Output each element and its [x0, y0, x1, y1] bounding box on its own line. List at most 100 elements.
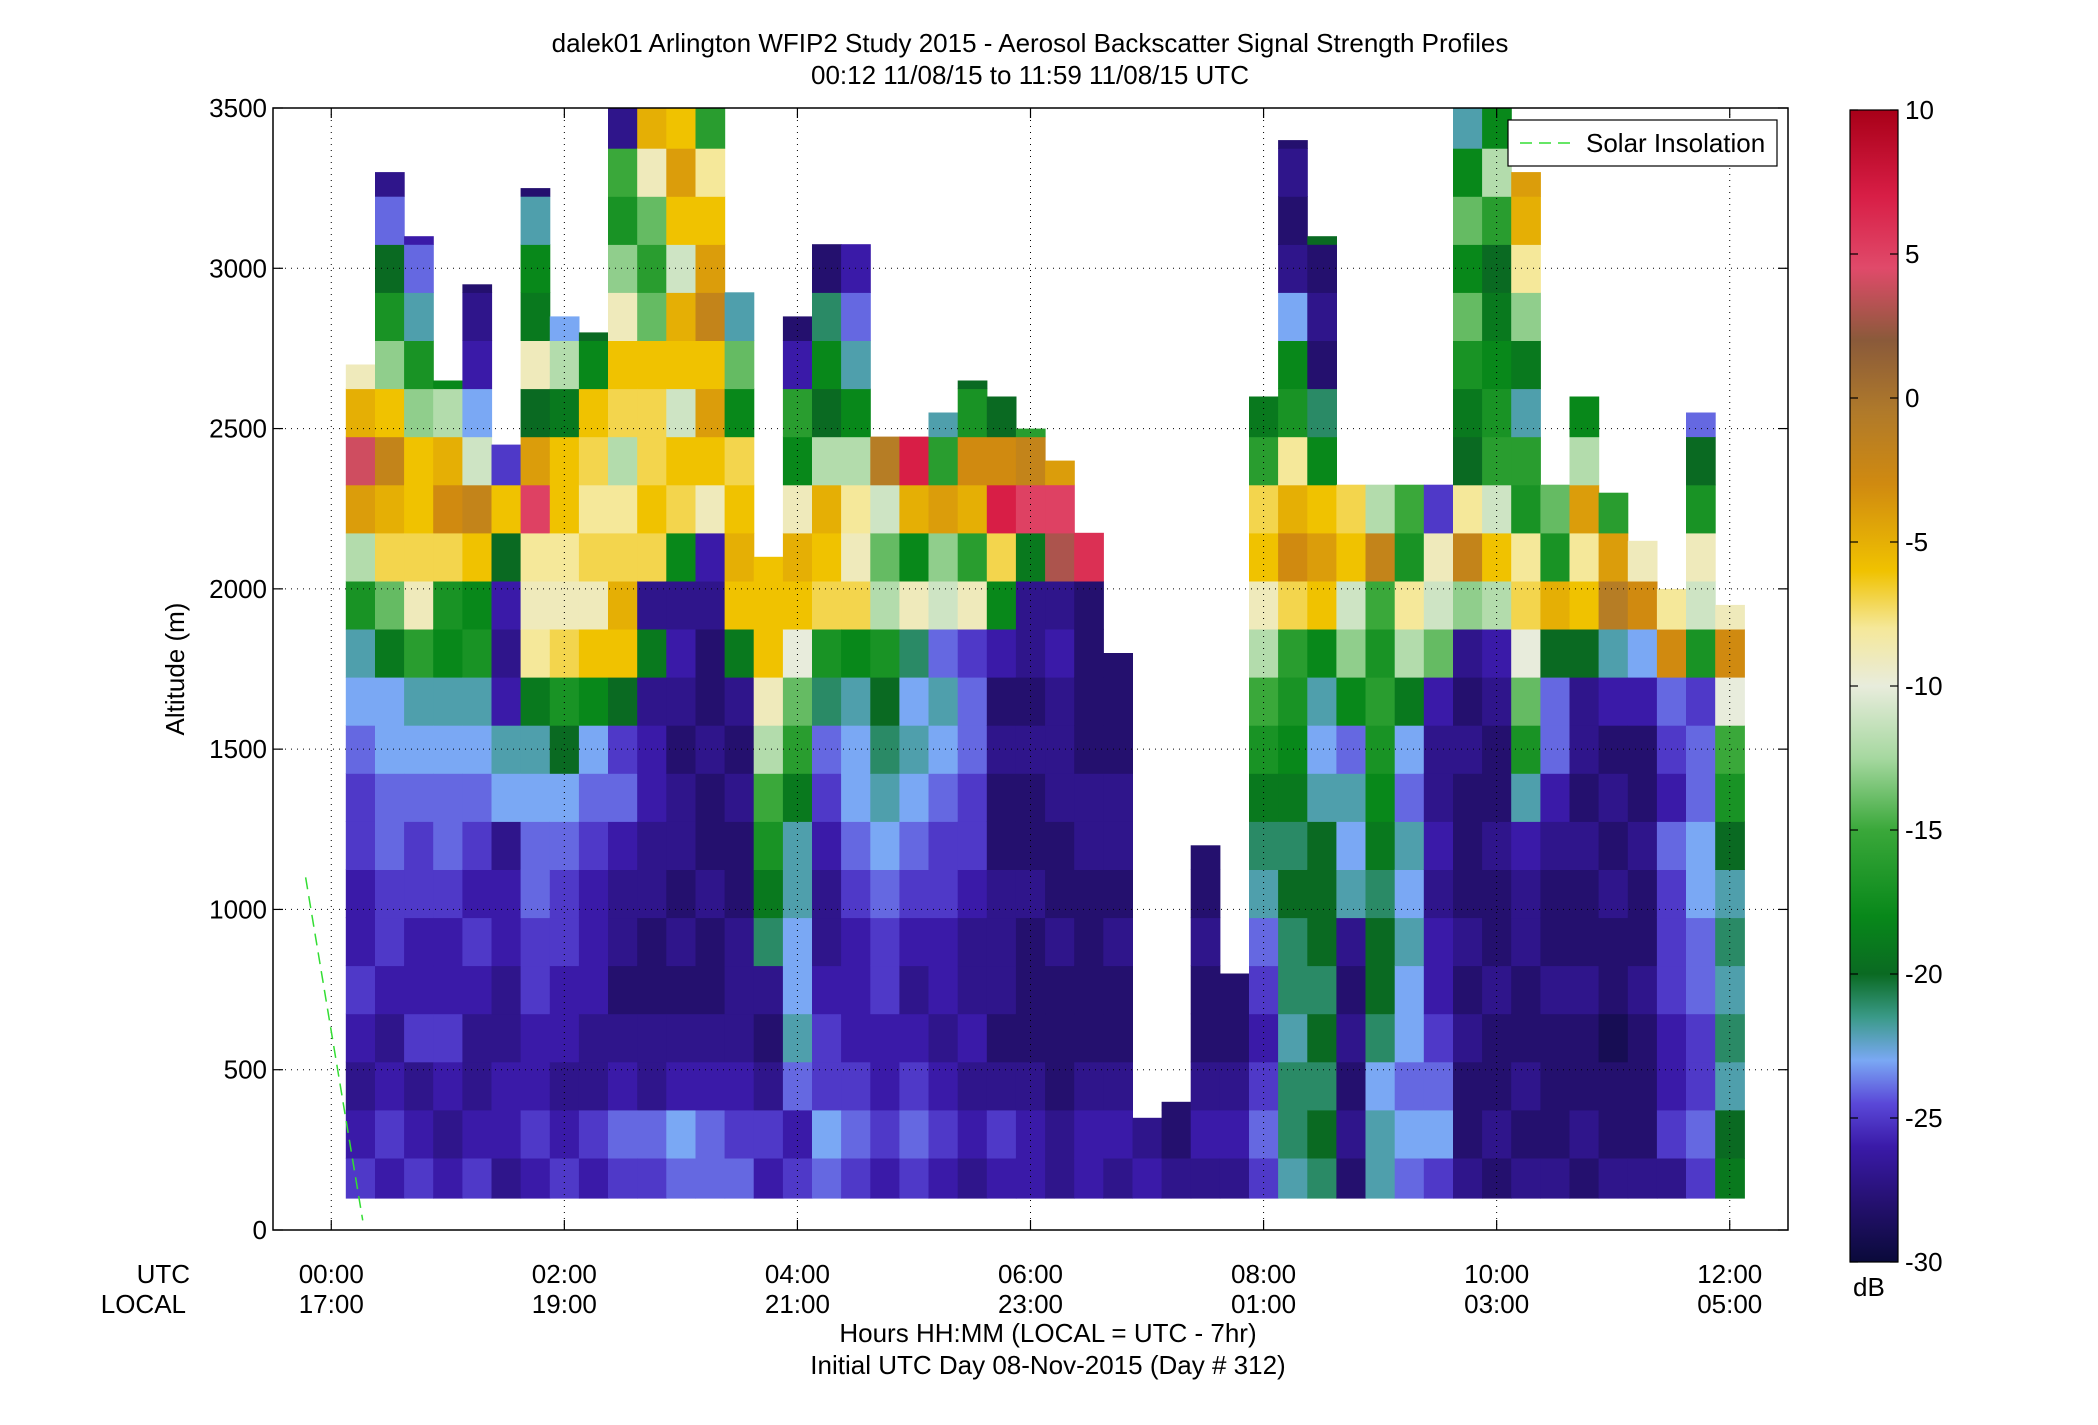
heatmap-cell-12-6	[695, 869, 726, 919]
heatmap-cell-10-3	[637, 1013, 667, 1063]
heatmap-cell-41-3	[1540, 1013, 1571, 1063]
heatmap-cell-3-15	[433, 436, 463, 486]
heatmap-cell-38-5	[1453, 917, 1483, 967]
heatmap-cell-38-10	[1453, 677, 1483, 726]
heatmap-cell-37-0	[1423, 1157, 1454, 1199]
heatmap-cell-5-11	[491, 628, 522, 678]
y-tick-label-7: 3500	[209, 93, 267, 123]
heatmap-cell-31-8	[1249, 773, 1279, 822]
heatmap-cell-38-17	[1453, 340, 1483, 390]
heatmap-cell-24-13	[1045, 532, 1075, 582]
heatmap-cell-25-1	[1074, 1109, 1104, 1159]
heatmap-cell-23-6	[1015, 869, 1046, 919]
heatmap-cell-15-7	[782, 821, 813, 870]
heatmap-cell-17-6	[841, 869, 871, 919]
heatmap-cell-32-4	[1278, 965, 1308, 1015]
heatmap-cell-43-5	[1598, 917, 1629, 967]
heatmap-cell-17-3	[841, 1013, 871, 1063]
heatmap-cell-11-4	[666, 965, 696, 1015]
heatmap-cell-41-6	[1540, 869, 1571, 919]
heatmap-cell-19-10	[899, 677, 930, 726]
heatmap-cell-1-6	[375, 869, 405, 919]
heatmap-cell-37-12	[1423, 580, 1454, 630]
heatmap-cell-12-20	[695, 196, 726, 245]
heatmap-cell-17-8	[841, 773, 871, 822]
colorbar-tick-label-2: 0	[1905, 383, 1919, 413]
heatmap-cell-12-5	[695, 917, 726, 967]
heatmap-cell-36-5	[1394, 917, 1425, 967]
heatmap-cell-39-18	[1482, 292, 1512, 341]
heatmap-cell-19-7	[899, 821, 930, 870]
heatmap-cell-42-7	[1569, 821, 1600, 870]
heatmap-cell-38-13	[1453, 532, 1483, 582]
heatmap-cell-14-9	[753, 725, 784, 774]
heatmap-cell-12-3	[695, 1013, 726, 1063]
heatmap-cell-45-5	[1656, 917, 1687, 967]
heatmap-cell-9-13	[608, 532, 638, 582]
heatmap-cell-34-4	[1336, 965, 1367, 1015]
heatmap-cell-20-2	[928, 1061, 959, 1111]
heatmap-cell-40-4	[1511, 965, 1541, 1015]
heatmap-cell-43-11	[1598, 628, 1629, 678]
heatmap-cell-21-5	[957, 917, 988, 967]
heatmap-cell-17-13	[841, 532, 871, 582]
heatmap-cell-37-14	[1423, 484, 1454, 534]
heatmap-cell-6-12	[520, 580, 551, 630]
heatmap-cell-40-18	[1511, 292, 1541, 341]
heatmap-cell-40-17	[1511, 340, 1541, 390]
heatmap-cell-38-0	[1453, 1157, 1483, 1199]
heatmap-cell-3-9	[433, 725, 463, 774]
heatmap-cell-17-14	[841, 484, 871, 534]
heatmap-cell-3-12	[433, 580, 463, 630]
heatmap-cell-35-9	[1365, 725, 1396, 774]
heatmap-cell-10-22	[637, 108, 667, 149]
heatmap-cell-7-9	[549, 725, 580, 774]
heatmap-cell-9-6	[608, 869, 638, 919]
legend: Solar Insolation	[1507, 119, 1778, 167]
colorbar-ticks: 10 5 0 -5 -10 -15 -20 -25 -30	[1850, 95, 1943, 1277]
y-tick-label-5: 2500	[209, 414, 267, 444]
heatmap-cell-36-8	[1394, 773, 1425, 822]
chart-title-line2: 00:12 11/08/15 to 11:59 11/08/15 UTC	[811, 60, 1249, 90]
heatmap-cell-5-15	[491, 444, 522, 486]
heatmap-cell-10-17	[637, 340, 667, 390]
heatmap-cell-31-11	[1249, 628, 1279, 678]
heatmap-cell-31-6	[1249, 869, 1279, 919]
heatmap-cell-32-1	[1278, 1109, 1308, 1159]
heatmap-cell-6-14	[520, 484, 551, 534]
heatmap-cell-46-9	[1686, 725, 1716, 774]
heatmap-cell-0-7	[345, 821, 376, 870]
heatmap-cell-26-10	[1103, 677, 1133, 726]
heatmap-cell-0-16	[345, 388, 376, 438]
heatmap-cell-2-20	[404, 236, 434, 245]
heatmap-cell-37-2	[1423, 1061, 1454, 1111]
heatmap-cell-37-7	[1423, 821, 1454, 870]
heatmap-cell-6-1	[520, 1109, 551, 1159]
y-tick-label-2: 1000	[209, 894, 267, 924]
heatmap-cell-23-15	[1015, 436, 1046, 486]
heatmap-cell-35-11	[1365, 628, 1396, 678]
heatmap-cell-24-4	[1045, 965, 1075, 1015]
heatmap-cell-47-9	[1715, 725, 1745, 774]
heatmap-cell-9-11	[608, 628, 638, 678]
heatmap-cell-2-7	[404, 821, 434, 870]
heatmap-cell-6-4	[520, 965, 551, 1015]
heatmap-cell-6-2	[520, 1061, 551, 1111]
heatmap-cell-12-16	[695, 388, 726, 438]
heatmap-cell-37-10	[1423, 677, 1454, 726]
heatmap-cell-16-15	[812, 436, 842, 486]
x-row-label-utc: UTC	[137, 1259, 190, 1289]
heatmap-cell-37-8	[1423, 773, 1454, 822]
heatmap-cell-23-3	[1015, 1013, 1046, 1063]
heatmap-cell-0-0	[345, 1157, 376, 1199]
heatmap-cell-14-12	[753, 580, 784, 630]
y-tick-label-4: 2000	[209, 574, 267, 604]
heatmap-cell-42-1	[1569, 1109, 1600, 1159]
heatmap-cell-20-13	[928, 532, 959, 582]
heatmap-cell-3-11	[433, 628, 463, 678]
heatmap-cell-14-4	[753, 965, 784, 1015]
heatmap-cell-25-12	[1074, 580, 1104, 630]
heatmap-cell-40-21	[1511, 172, 1541, 197]
heatmap-cell-35-14	[1365, 484, 1396, 534]
